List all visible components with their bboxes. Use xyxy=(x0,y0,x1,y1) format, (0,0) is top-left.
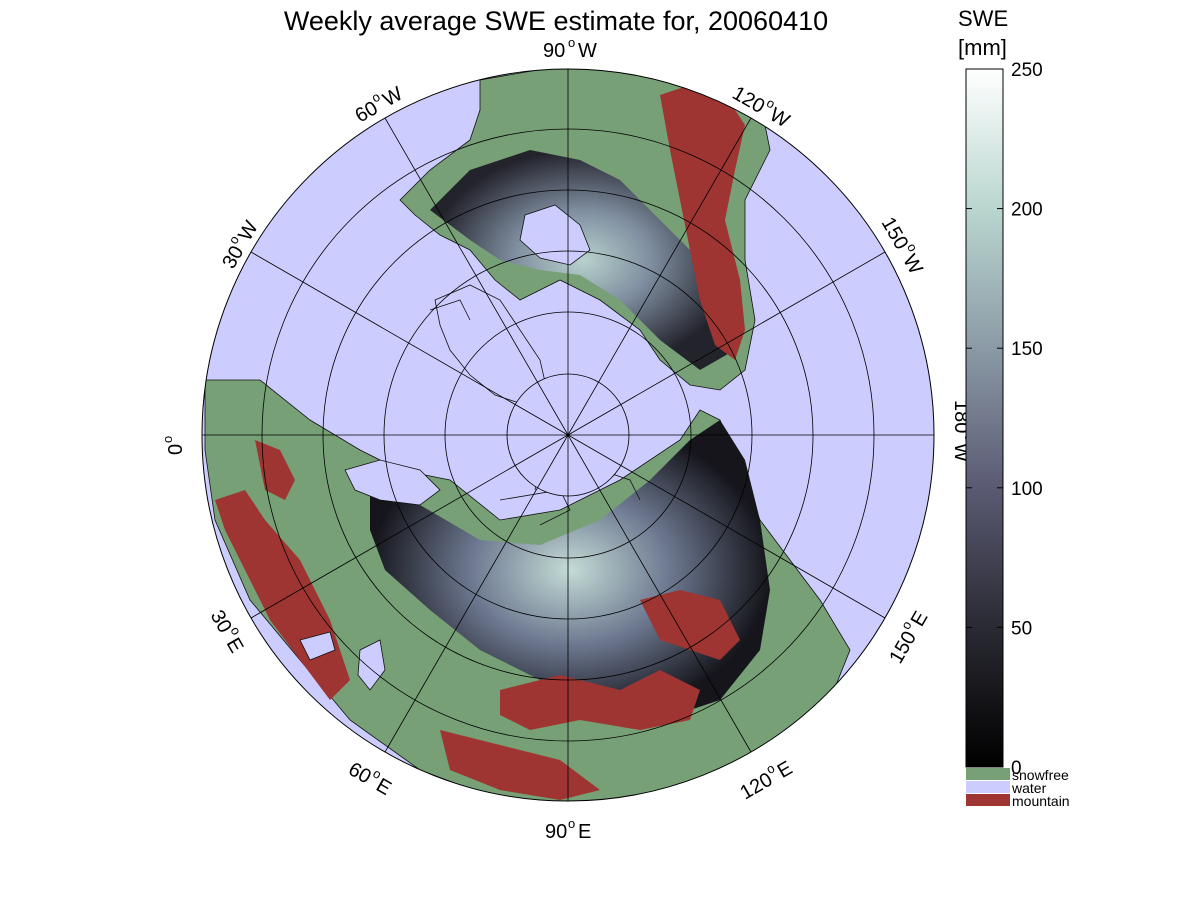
legend-swatch-snowfree xyxy=(966,768,1010,780)
colorbar-ticks: 0 50 100 150 200 250 xyxy=(966,60,1043,779)
svg-text:E: E xyxy=(774,757,797,783)
category-legend: snowfree water mountain xyxy=(966,767,1070,809)
black-sea xyxy=(299,631,336,661)
colorbar-tick-label: 250 xyxy=(1011,60,1043,81)
colorbar: SWE [mm] 0 50 100 150 200 250 xyxy=(958,6,1043,779)
svg-text:0: 0 xyxy=(165,444,187,455)
colorbar-gradient xyxy=(965,68,1004,768)
lon-label-120e: 120 o E xyxy=(737,757,797,804)
mountain-scandinavia xyxy=(255,440,295,500)
colorbar-tick-label: 100 xyxy=(1011,479,1043,500)
lon-label-0: 0 o xyxy=(160,436,187,455)
mountain-himalaya xyxy=(440,730,600,800)
colorbar-tick-label: 50 xyxy=(1011,618,1032,639)
lon-label-90e: 90 o E xyxy=(545,816,591,843)
lon-label-90w: 90 o W xyxy=(543,35,597,62)
svg-text:90: 90 xyxy=(543,40,565,62)
svg-text:60: 60 xyxy=(345,758,375,788)
colorbar-tick-label: 0 xyxy=(1011,758,1022,779)
svg-text:o: o xyxy=(568,816,575,831)
svg-text:150: 150 xyxy=(885,628,921,668)
caspian-sea xyxy=(357,639,386,691)
svg-text:90: 90 xyxy=(545,821,567,843)
map-border xyxy=(201,68,935,802)
svg-text:W: W xyxy=(578,40,597,62)
legend-label-snowfree: snowfree xyxy=(1012,767,1069,783)
colorbar-title-line1: SWE xyxy=(958,6,1008,31)
mountain-asia-east xyxy=(640,590,740,660)
baltic-sea xyxy=(344,459,441,506)
svg-text:o: o xyxy=(568,35,575,50)
snow-eurasia xyxy=(370,420,770,720)
lon-label-30e: 30 o E xyxy=(206,607,248,657)
colorbar-tick-label: 150 xyxy=(1011,339,1043,360)
legend-swatch-water xyxy=(966,781,1010,793)
mountain-rockies xyxy=(660,85,745,360)
lon-label-60e: 60 o E xyxy=(345,758,395,800)
svg-text:E: E xyxy=(578,821,591,843)
legend-label-mountain: mountain xyxy=(1012,793,1070,809)
colorbar-title-line2: [mm] xyxy=(958,35,1007,60)
snow-north-america xyxy=(430,150,735,370)
svg-text:E: E xyxy=(222,634,248,657)
hudson-bay xyxy=(519,204,591,266)
svg-text:W: W xyxy=(379,83,406,112)
svg-text:W: W xyxy=(898,251,927,278)
graticule xyxy=(202,69,934,801)
legend-swatch-mountain xyxy=(966,794,1010,806)
colorbar-tick-label: 200 xyxy=(1011,200,1043,221)
map-disc xyxy=(201,68,935,802)
mountain-asia-south xyxy=(500,670,700,730)
chart-title: Weekly average SWE estimate for, 2006041… xyxy=(284,6,828,36)
svg-text:o: o xyxy=(160,436,175,443)
lon-label-150e: 150 o E xyxy=(885,608,932,668)
legend-label-water: water xyxy=(1011,780,1047,796)
